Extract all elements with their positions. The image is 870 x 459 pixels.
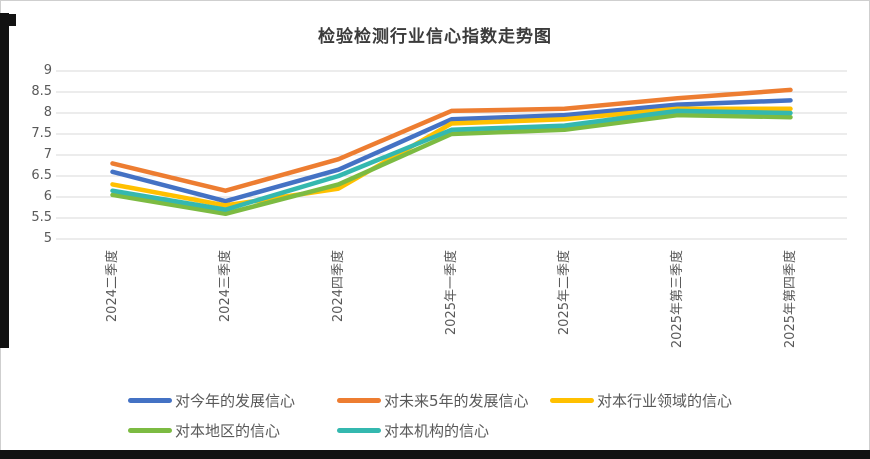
series-line — [110, 87, 793, 193]
y-tick-label: 7.5 — [31, 126, 52, 141]
x-axis-label: 2024四季度 — [330, 250, 346, 323]
left-corner-artifact — [8, 14, 16, 26]
legend-item: 对本机构的信心 — [337, 421, 490, 440]
legend-label: 对本地区的信心 — [175, 421, 281, 440]
y-tick-label: 5.5 — [31, 210, 52, 225]
x-axis-label: 2024二季度 — [104, 250, 120, 323]
legend-swatch — [337, 397, 381, 403]
y-tick-label: 8.5 — [31, 84, 52, 99]
legend-item: 对本地区的信心 — [128, 421, 281, 440]
y-tick-label: 9 — [43, 63, 52, 78]
series-line — [110, 106, 793, 208]
legend-swatch — [128, 397, 172, 403]
legend-label: 对本行业领域的信心 — [597, 391, 733, 410]
x-axis-label: 2025年第四季度 — [782, 250, 798, 349]
x-axis-label: 2025年第三季度 — [669, 250, 685, 349]
x-axis-label: 2025年一季度 — [443, 250, 459, 336]
series-line — [110, 98, 793, 204]
x-axis-label: 2024三季度 — [217, 250, 233, 323]
y-tick-label: 6 — [43, 189, 52, 204]
y-tick-label: 8 — [43, 105, 52, 120]
chart-title: 检验检测行业信心指数走势图 — [318, 27, 552, 47]
series-line — [110, 112, 793, 217]
legend-item: 对未来5年的发展信心 — [337, 391, 529, 410]
bottom-edge-artifact — [0, 450, 870, 459]
legend-label: 对今年的发展信心 — [175, 391, 296, 410]
y-tick-label: 6.5 — [31, 168, 52, 183]
x-axis-label: 2025年二季度 — [556, 250, 572, 336]
legend-swatch — [337, 427, 381, 433]
legend-label: 对未来5年的发展信心 — [384, 391, 529, 410]
legend-label: 对本机构的信心 — [384, 421, 490, 440]
y-tick-label: 7 — [43, 147, 52, 162]
y-tick-label: 5 — [43, 231, 52, 246]
legend-item: 对本行业领域的信心 — [550, 391, 733, 410]
legend-item: 对今年的发展信心 — [128, 391, 296, 410]
legend-swatch — [128, 427, 172, 433]
legend-swatch — [550, 397, 594, 403]
left-edge-artifact — [0, 13, 9, 348]
series-line — [110, 108, 793, 212]
